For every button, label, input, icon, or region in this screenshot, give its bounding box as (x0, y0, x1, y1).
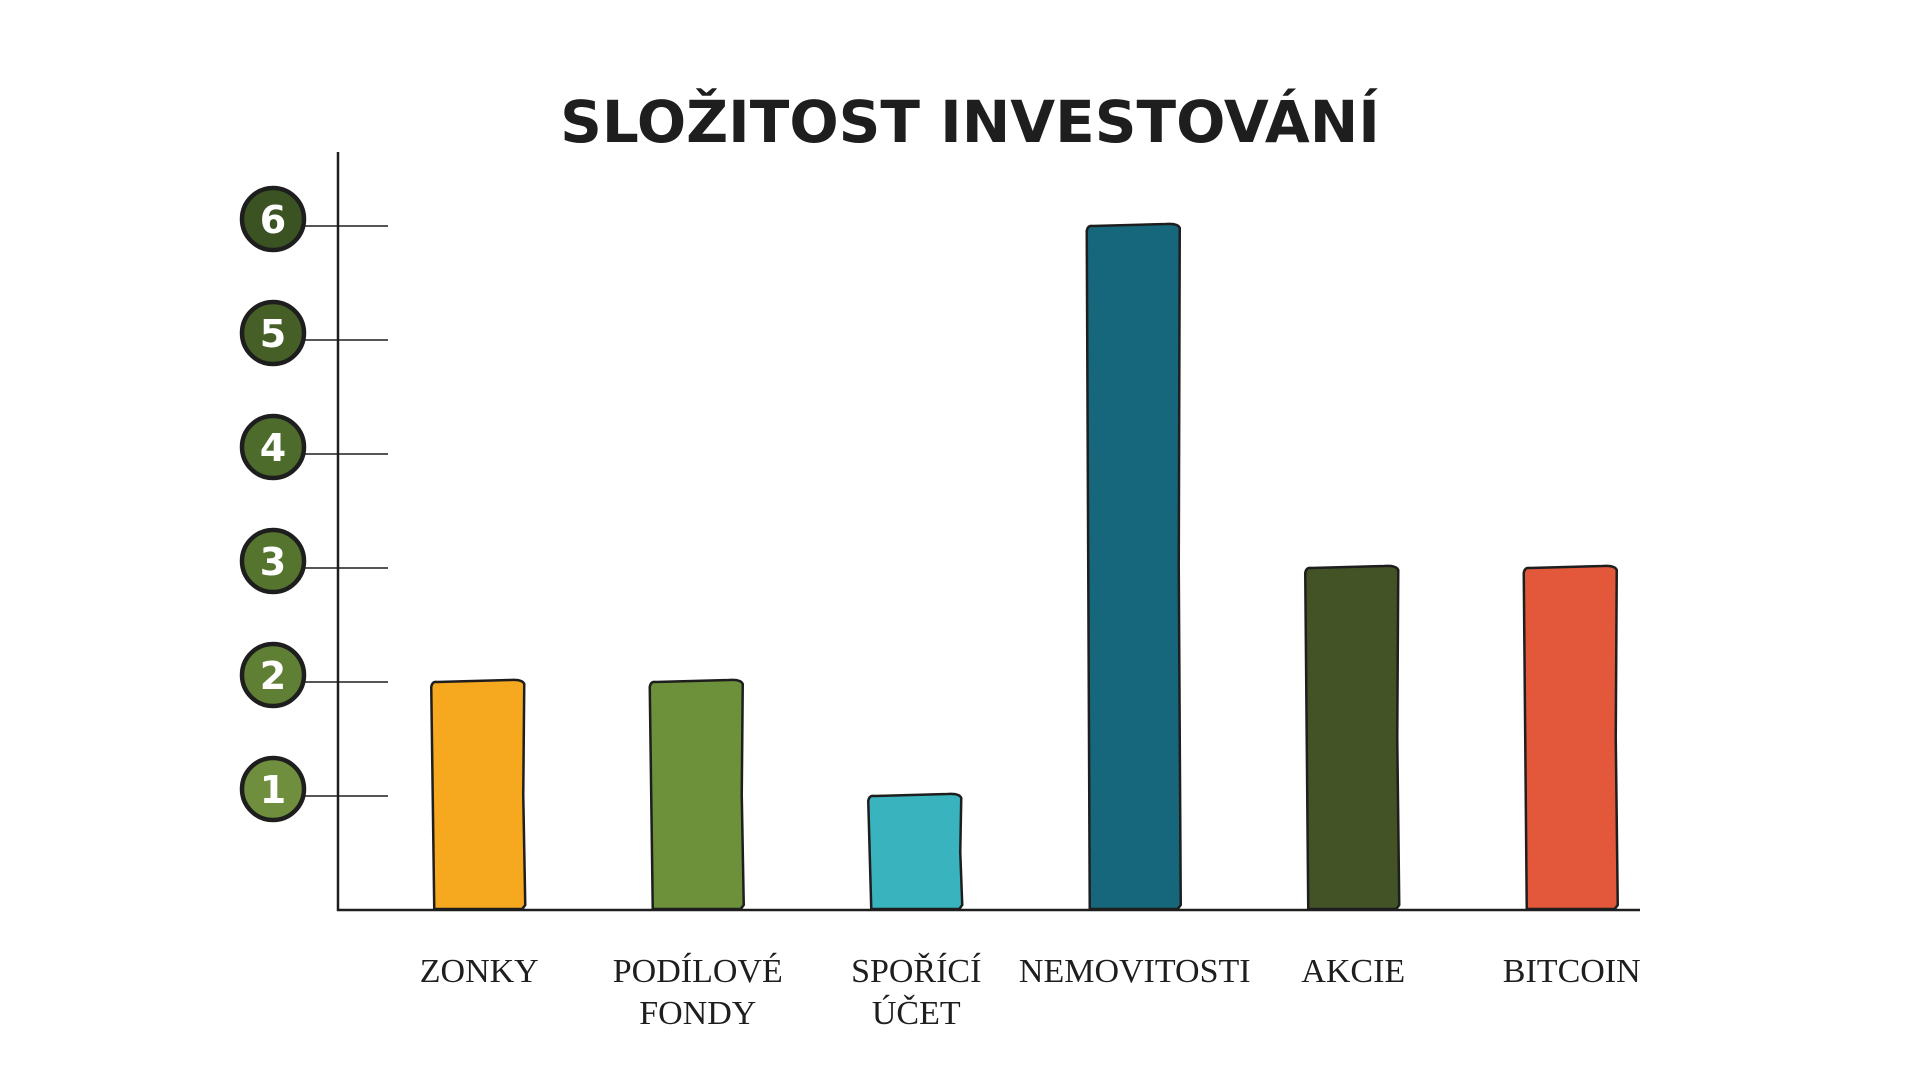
category-label-6: BITCOIN (1503, 953, 1641, 990)
category-label-1: ZONKY (420, 953, 539, 990)
y-tick-2: 2 (239, 641, 388, 709)
bar-2 (648, 678, 745, 911)
bar-4 (1085, 222, 1182, 911)
bar-1 (430, 678, 527, 911)
bars (430, 222, 1619, 911)
y-tick-4: 4 (239, 413, 388, 481)
y-tick-badge (239, 527, 307, 595)
y-tick-badge (239, 185, 307, 253)
y-tick-badge (239, 413, 307, 481)
y-tick-3: 3 (239, 527, 388, 595)
axes (336, 152, 1640, 912)
y-tick-label: 3 (260, 540, 286, 584)
y-tick-1: 1 (239, 755, 388, 823)
y-tick-badge (239, 641, 307, 709)
y-tick-badge (239, 299, 307, 367)
y-tick-badge (239, 755, 307, 823)
bar-3 (867, 792, 964, 911)
y-tick-label: 5 (260, 312, 286, 356)
category-label-4: NEMOVITOSTI (1019, 953, 1251, 990)
category-label-2: PODÍLOVÉ FONDY (613, 953, 783, 1032)
bar-6 (1522, 564, 1619, 911)
category-label-3: SPOŘÍCÍ ÚČET (851, 953, 981, 1032)
bar-5 (1304, 564, 1401, 911)
category-label-5: AKCIE (1301, 953, 1405, 990)
y-tick-label: 4 (260, 426, 286, 470)
y-tick-6: 6 (239, 185, 388, 253)
y-tick-label: 1 (260, 768, 286, 812)
category-labels: ZONKY PODÍLOVÉ FONDY SPOŘÍCÍ ÚČET NEMOVITOSTI… (420, 953, 1641, 1032)
y-tick-label: 2 (260, 654, 286, 698)
chart-title: SLOŽITOST INVESTOVÁNÍ (560, 87, 1380, 156)
y-tick-5: 5 (239, 299, 388, 367)
y-tick-label: 6 (260, 198, 286, 242)
y-axis-ticks: 1 2 3 4 5 6 (239, 185, 388, 823)
